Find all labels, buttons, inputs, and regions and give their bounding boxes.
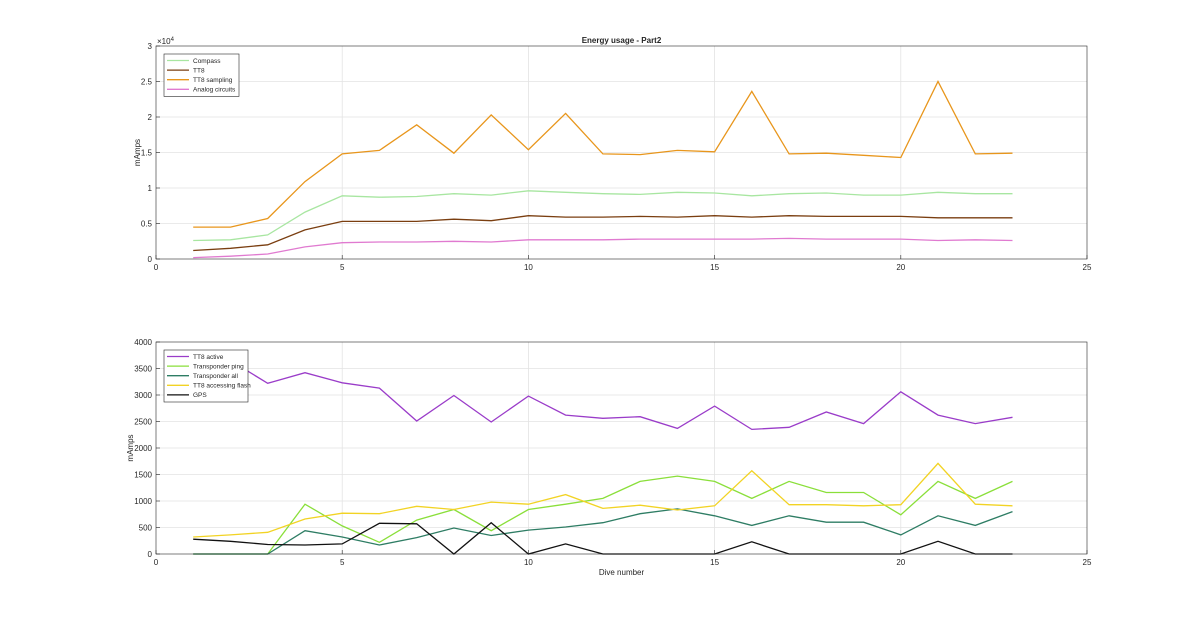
y-tick-label: 2.5 [141, 78, 153, 87]
y-tick-label: 0 [148, 550, 153, 559]
y-tick-label: 3000 [134, 391, 152, 400]
chart-title: Energy usage - Part2 [582, 36, 662, 45]
series-line-compass [193, 190, 1013, 242]
legend-entry-label: Transponder all [193, 373, 238, 380]
y-tick-label: 0 [148, 255, 153, 264]
axes-frame [155, 341, 1088, 555]
x-tick-label: 5 [340, 558, 345, 567]
x-tick-label: 25 [1083, 558, 1092, 567]
x-tick-label: 20 [896, 558, 905, 567]
legend-entry-label: Compass [193, 58, 221, 65]
y-tick-label: 0.5 [141, 220, 153, 229]
y-tick-label: 1500 [134, 471, 152, 480]
y-tick-label: 1.5 [141, 149, 153, 158]
series-line-transponder-ping [193, 475, 1013, 555]
y-tick-label: 1 [148, 184, 153, 193]
x-tick-label: 0 [154, 263, 159, 272]
y-tick-label: 3500 [134, 365, 152, 374]
x-tick-label: 5 [340, 263, 345, 272]
x-tick-label: 15 [710, 558, 719, 567]
top-chart-panel: 0 5 10 15 20 25 0 0.5 1 1.5 2 2.5 3 Energy usage - Pa… [133, 36, 1092, 272]
y-axis-label: mAmps [126, 434, 135, 461]
legend-entry-label: TT8 accessing flash [193, 383, 251, 390]
series-line-tt8-sampling [193, 80, 1013, 228]
legend-entry-label: GPS [193, 392, 207, 399]
x-tick-label: 20 [896, 263, 905, 272]
x-tick-label: 25 [1083, 263, 1092, 272]
y-tick-label: 2000 [134, 444, 152, 453]
series-line-analog-circuits [193, 237, 1013, 259]
legend: TT8 active Transponder ping Transponder al… [163, 349, 251, 403]
series-line-tt8 [193, 215, 1013, 252]
y-axis-label: mAmps [133, 139, 142, 166]
y-exponent-base: ×10 [157, 37, 171, 46]
x-tick-label: 10 [524, 263, 533, 272]
legend-entry-label: TT8 sampling [193, 77, 233, 84]
legend-entry-label: TT8 [193, 67, 205, 74]
y-tick-label: 3 [148, 42, 153, 51]
axes-frame [155, 45, 1088, 260]
x-tick-label: 0 [154, 558, 159, 567]
bottom-chart-panel: 0 5 10 15 20 25 0 500 1000 1500 2000 2500 3000 3500 40… [126, 338, 1092, 577]
x-axis-label: Dive number [599, 568, 645, 577]
y-tick-label: 500 [139, 524, 153, 533]
y-tick-label: 2500 [134, 418, 152, 427]
x-tick-label: 10 [524, 558, 533, 567]
y-tick-label: 1000 [134, 497, 152, 506]
y-exponent-label: ×104 [157, 37, 175, 46]
y-tick-label: 4000 [134, 338, 152, 347]
series-line-tt8-accessing-flash [193, 462, 1013, 538]
x-tick-label: 15 [710, 263, 719, 272]
y-exponent-power: 4 [171, 37, 175, 43]
series-line-tt8-active [193, 357, 1013, 431]
legend: Compass TT8 TT8 sampling Analog circuits [163, 53, 240, 97]
legend-entry-label: TT8 active [193, 354, 224, 361]
legend-entry-label: Analog circuits [193, 87, 236, 94]
series-line-transponder-all [193, 508, 1013, 555]
y-tick-label: 2 [148, 113, 153, 122]
legend-entry-label: Transponder ping [193, 363, 244, 370]
